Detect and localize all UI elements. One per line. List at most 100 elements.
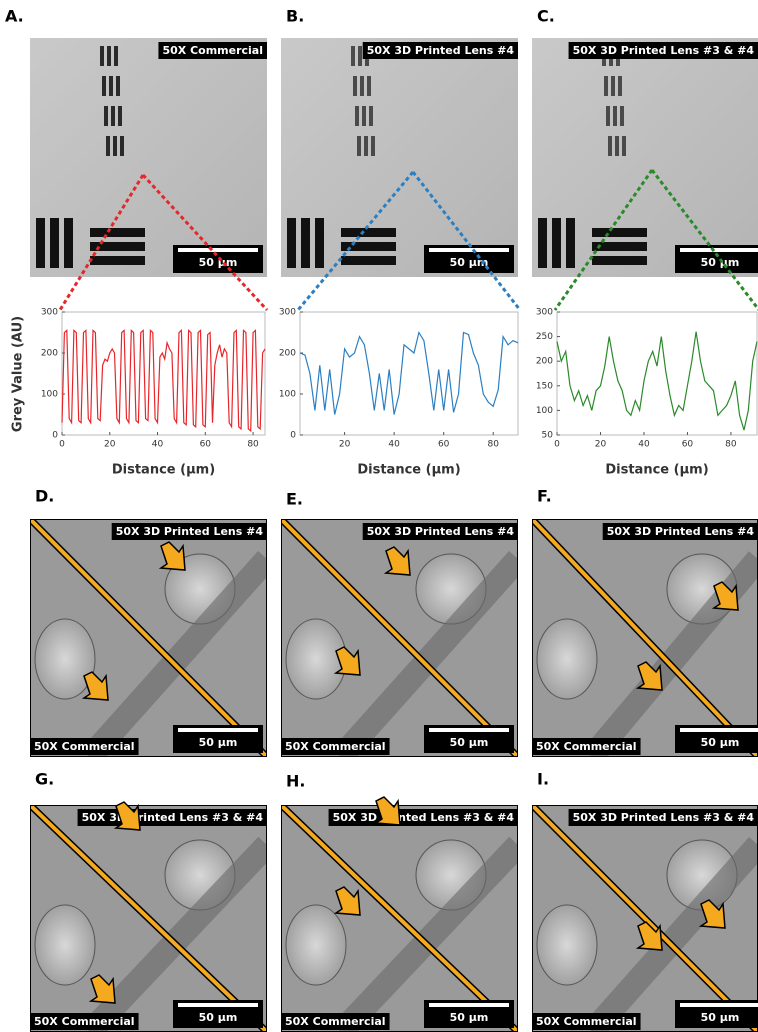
panel-label: A. [5, 7, 24, 26]
caption: 50X Commercial [34, 740, 135, 753]
x-axis-label: Distance (µm) [605, 463, 708, 478]
scale-label: 50 µm [199, 1011, 238, 1024]
target-bar [364, 136, 368, 156]
panel-label: G. [35, 770, 54, 789]
scale-bar [429, 728, 509, 732]
scale-bar [680, 1003, 758, 1007]
target-bar [100, 46, 104, 66]
scale-bar [680, 248, 758, 252]
y-tick-label: 300 [536, 308, 553, 318]
cell [537, 905, 597, 985]
caption: 50X Commercial [536, 740, 637, 753]
target-bar [351, 46, 355, 66]
target-bar [90, 256, 145, 265]
target-bar [620, 106, 624, 126]
cell [537, 619, 597, 699]
image-panel: 50X Commercial 50X 3D Printed Lens #3 & #… [30, 805, 267, 1032]
scale-label: 50 µm [450, 736, 489, 749]
x-tick-label: 40 [388, 440, 400, 450]
target-bar [552, 218, 561, 268]
target-bar [360, 76, 364, 96]
target-bar [118, 106, 122, 126]
target-bar [355, 106, 359, 126]
target-bar [618, 76, 622, 96]
caption: 50X 3D Printed Lens #3 & #4 [82, 811, 264, 824]
target-bar [358, 46, 362, 66]
target-bar [64, 218, 73, 268]
caption: 50X Commercial [285, 740, 386, 753]
target-bar [106, 136, 110, 156]
target-bar [592, 228, 647, 237]
target-bar [341, 256, 396, 265]
target-bar [592, 256, 647, 265]
cell [35, 619, 95, 699]
target-bar [369, 106, 373, 126]
scale-label: 50 µm [701, 1011, 740, 1024]
image-panel: 50X 3D Printed Lens #3 & #4 50 µm [532, 38, 758, 277]
y-tick-label: 50 [542, 431, 554, 441]
arrow [376, 797, 400, 825]
x-tick-label: 60 [438, 440, 450, 450]
scale-label: 50 µm [199, 256, 238, 269]
plot-frame [300, 312, 518, 435]
target-bar [613, 106, 617, 126]
caption: 50X 3D Printed Lens #3 & #4 [573, 44, 755, 57]
y-tick-label: 200 [536, 357, 553, 367]
target-bar [36, 218, 45, 268]
y-tick-label: 200 [41, 349, 58, 359]
cell [286, 905, 346, 985]
x-axis-label: Distance (µm) [112, 463, 215, 478]
x-axis-label: Distance (µm) [357, 463, 460, 478]
caption: 50X 3D Printed Lens #4 [367, 525, 515, 538]
image-panel: 50X Commercial 50 µm [30, 38, 267, 277]
x-tick-label: 80 [725, 440, 737, 450]
scale-label: 50 µm [450, 1011, 489, 1024]
x-tick-label: 0 [554, 440, 560, 450]
target-bar [109, 76, 113, 96]
x-tick-label: 40 [638, 440, 650, 450]
target-bar [622, 136, 626, 156]
cell [286, 619, 346, 699]
x-tick-label: 20 [595, 440, 607, 450]
caption: 50X 3D Printed Lens #3 & #4 [333, 811, 515, 824]
target-bar [606, 106, 610, 126]
scale-bar [680, 728, 758, 732]
caption: 50X 3D Printed Lens #3 & #4 [573, 811, 755, 824]
caption: 50X Commercial [34, 1015, 135, 1028]
scale-bar [429, 1003, 509, 1007]
caption: 50X Commercial [536, 1015, 637, 1028]
y-tick-label: 300 [41, 308, 58, 318]
target-bar [301, 218, 310, 268]
target-bar [604, 76, 608, 96]
x-tick-label: 20 [339, 440, 351, 450]
target-bar [107, 46, 111, 66]
x-tick-label: 60 [682, 440, 694, 450]
target-bar [357, 136, 361, 156]
target-bar [50, 218, 59, 268]
x-tick-label: 80 [247, 440, 259, 450]
image-panel: 50X 3D Printed Lens #450 µm [281, 38, 518, 277]
y-tick-label: 200 [279, 349, 296, 359]
target-bar [615, 136, 619, 156]
target-bar [362, 106, 366, 126]
caption: 50X Commercial [285, 1015, 386, 1028]
scale-bar [178, 248, 258, 252]
image [532, 38, 758, 277]
target-bar [367, 76, 371, 96]
scale-label: 50 µm [701, 256, 740, 269]
target-bar [315, 218, 324, 268]
y-axis-label: Grey Value (AU) [11, 316, 26, 432]
caption: 50X 3D Printed Lens #4 [607, 525, 755, 538]
target-bar [341, 228, 396, 237]
panel-label: H. [286, 772, 305, 791]
x-tick-label: 60 [200, 440, 212, 450]
scale-label: 50 µm [199, 736, 238, 749]
caption: 50X Commercial [162, 44, 263, 57]
x-tick-label: 20 [104, 440, 116, 450]
target-bar [90, 228, 145, 237]
cell [35, 905, 95, 985]
y-tick-label: 0 [52, 431, 58, 441]
caption: 50X 3D Printed Lens #4 [367, 44, 515, 57]
